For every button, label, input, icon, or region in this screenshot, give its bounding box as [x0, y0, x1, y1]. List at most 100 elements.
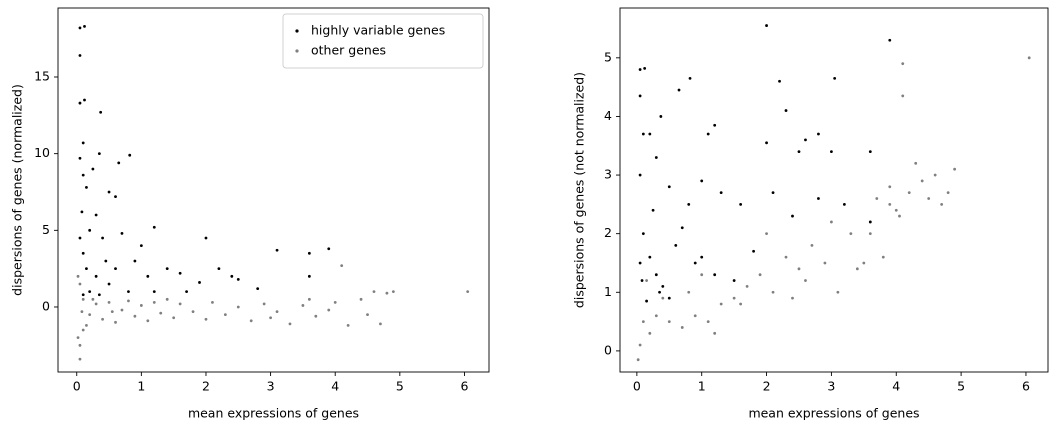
point — [165, 267, 169, 271]
y-tick-label: 5 — [42, 222, 50, 237]
point — [713, 123, 717, 127]
point — [636, 358, 640, 362]
point — [223, 313, 227, 317]
point — [78, 357, 82, 361]
x-tick-label: 6 — [1022, 379, 1030, 394]
point — [648, 331, 652, 335]
x-tick-label: 3 — [267, 379, 275, 394]
point — [80, 210, 84, 214]
point — [85, 323, 88, 327]
point — [275, 310, 279, 313]
point — [301, 304, 305, 307]
point — [648, 132, 652, 136]
point — [868, 220, 872, 224]
point — [78, 26, 82, 30]
point — [862, 261, 866, 265]
point — [640, 279, 644, 282]
point — [641, 320, 645, 323]
point — [78, 236, 82, 240]
x-tick-label: 2 — [202, 379, 210, 394]
point — [391, 290, 395, 294]
point — [875, 197, 879, 200]
point — [791, 214, 794, 218]
point — [953, 167, 957, 171]
point — [165, 297, 169, 301]
point — [110, 310, 114, 313]
point — [127, 299, 130, 303]
point — [661, 285, 665, 288]
point — [648, 255, 652, 259]
point — [88, 228, 92, 232]
x-tick-label: 5 — [957, 379, 965, 394]
point — [97, 152, 101, 156]
point — [191, 310, 195, 313]
point — [185, 290, 188, 294]
point — [327, 247, 331, 251]
point — [784, 109, 788, 112]
point — [713, 273, 717, 277]
y-tick-label: 5 — [604, 49, 612, 64]
point — [842, 202, 846, 206]
point — [804, 138, 807, 142]
point — [765, 232, 768, 236]
point — [706, 132, 710, 136]
point — [81, 297, 85, 301]
x-tick-label: 1 — [137, 379, 145, 394]
point — [888, 38, 892, 42]
point — [117, 161, 121, 165]
point — [758, 273, 762, 277]
point — [256, 287, 260, 290]
point — [146, 319, 150, 323]
point — [204, 236, 208, 240]
legend-label: other genes — [311, 43, 386, 58]
point — [817, 197, 820, 200]
point — [833, 76, 837, 80]
point — [901, 94, 905, 98]
point — [78, 343, 82, 347]
x-tick-label: 3 — [827, 379, 835, 394]
point — [638, 68, 642, 71]
point — [88, 290, 92, 294]
point — [693, 261, 697, 265]
point — [236, 305, 240, 309]
point — [85, 185, 88, 189]
axes-frame — [619, 7, 1049, 373]
point — [81, 141, 85, 145]
point — [745, 285, 749, 288]
point — [159, 311, 163, 315]
point — [706, 320, 710, 323]
point — [152, 290, 156, 294]
point — [641, 132, 645, 136]
point — [693, 314, 697, 318]
point — [99, 110, 103, 114]
point — [688, 76, 692, 80]
x-tick-label: 4 — [331, 379, 339, 394]
point — [78, 101, 82, 105]
point — [83, 24, 86, 28]
point — [771, 290, 775, 294]
point — [91, 167, 95, 171]
point — [81, 293, 85, 297]
point — [817, 132, 820, 136]
point — [78, 282, 82, 286]
point — [127, 290, 130, 294]
legend-marker — [295, 29, 299, 33]
point — [146, 274, 150, 278]
point — [687, 202, 691, 206]
point — [732, 279, 736, 282]
x-tick-label: 6 — [460, 379, 468, 394]
point — [114, 195, 117, 198]
point — [810, 243, 814, 247]
point — [172, 316, 176, 320]
point — [217, 267, 221, 271]
point — [83, 98, 86, 102]
legend-marker — [295, 49, 299, 53]
point — [739, 302, 743, 306]
axes-frame — [57, 7, 490, 373]
point — [81, 173, 85, 177]
point — [78, 54, 82, 57]
point — [674, 243, 678, 247]
y-axis-label: dispersions of genes (normalized) — [10, 84, 25, 296]
point — [269, 316, 272, 320]
